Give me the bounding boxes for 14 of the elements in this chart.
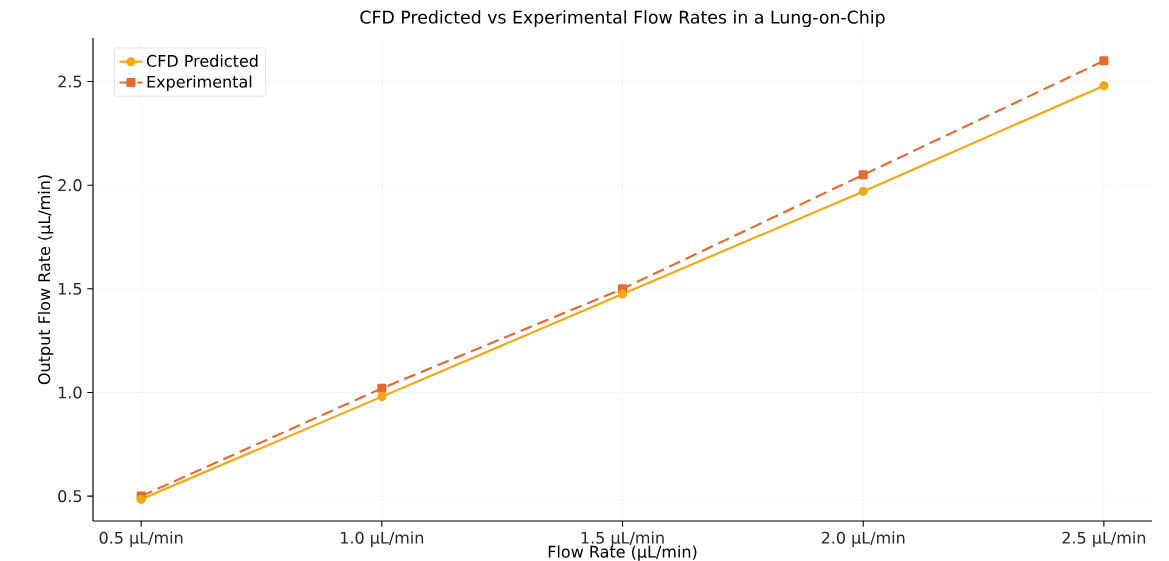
x-tick-label: 2.5 µL/min [1062, 531, 1146, 547]
legend-label: Experimental [147, 75, 252, 91]
y-tick-label: 0.5 [58, 490, 82, 503]
legend-label: CFD Predicted [146, 54, 258, 67]
y-tick-label: 2.0 [58, 179, 82, 192]
x-tick-label: 1.0 µL/min [340, 531, 424, 547]
x-tick-label: 2.0 µL/min [821, 531, 905, 547]
y-axis-title: Output Flow Rate (µL/min) [37, 175, 54, 385]
y-tick-label: 1.5 [58, 282, 82, 295]
x-tick-label: 0.5 µL/min [99, 531, 183, 547]
x-axis-title: Flow Rate (µL/min) [548, 545, 697, 561]
y-tick-label: 1.0 [58, 386, 82, 399]
chart-title: CFD Predicted vs Experimental Flow Rates in a Lung-on-Chip [360, 10, 885, 28]
y-tick-label: 2.5 [58, 75, 82, 88]
